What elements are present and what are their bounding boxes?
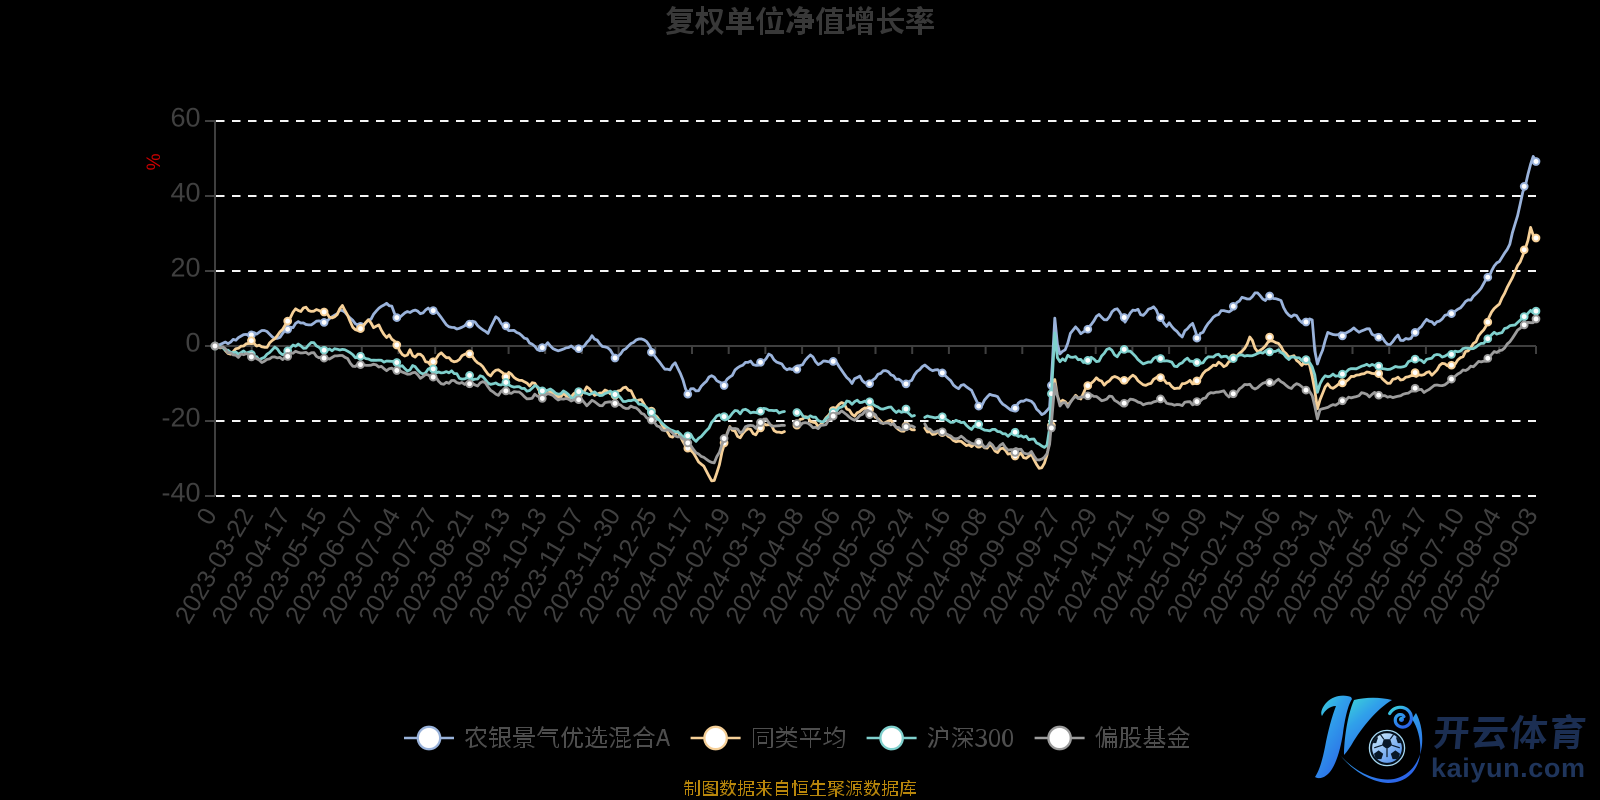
svg-text:-40: -40 xyxy=(161,478,200,508)
svg-text:-20: -20 xyxy=(161,403,200,433)
svg-text:20: 20 xyxy=(170,253,200,283)
svg-text:0: 0 xyxy=(185,328,200,358)
svg-text:40: 40 xyxy=(170,178,200,208)
svg-text:kaiyun.com: kaiyun.com xyxy=(1431,753,1585,783)
svg-text:60: 60 xyxy=(170,103,200,133)
svg-text:%: % xyxy=(142,154,163,171)
